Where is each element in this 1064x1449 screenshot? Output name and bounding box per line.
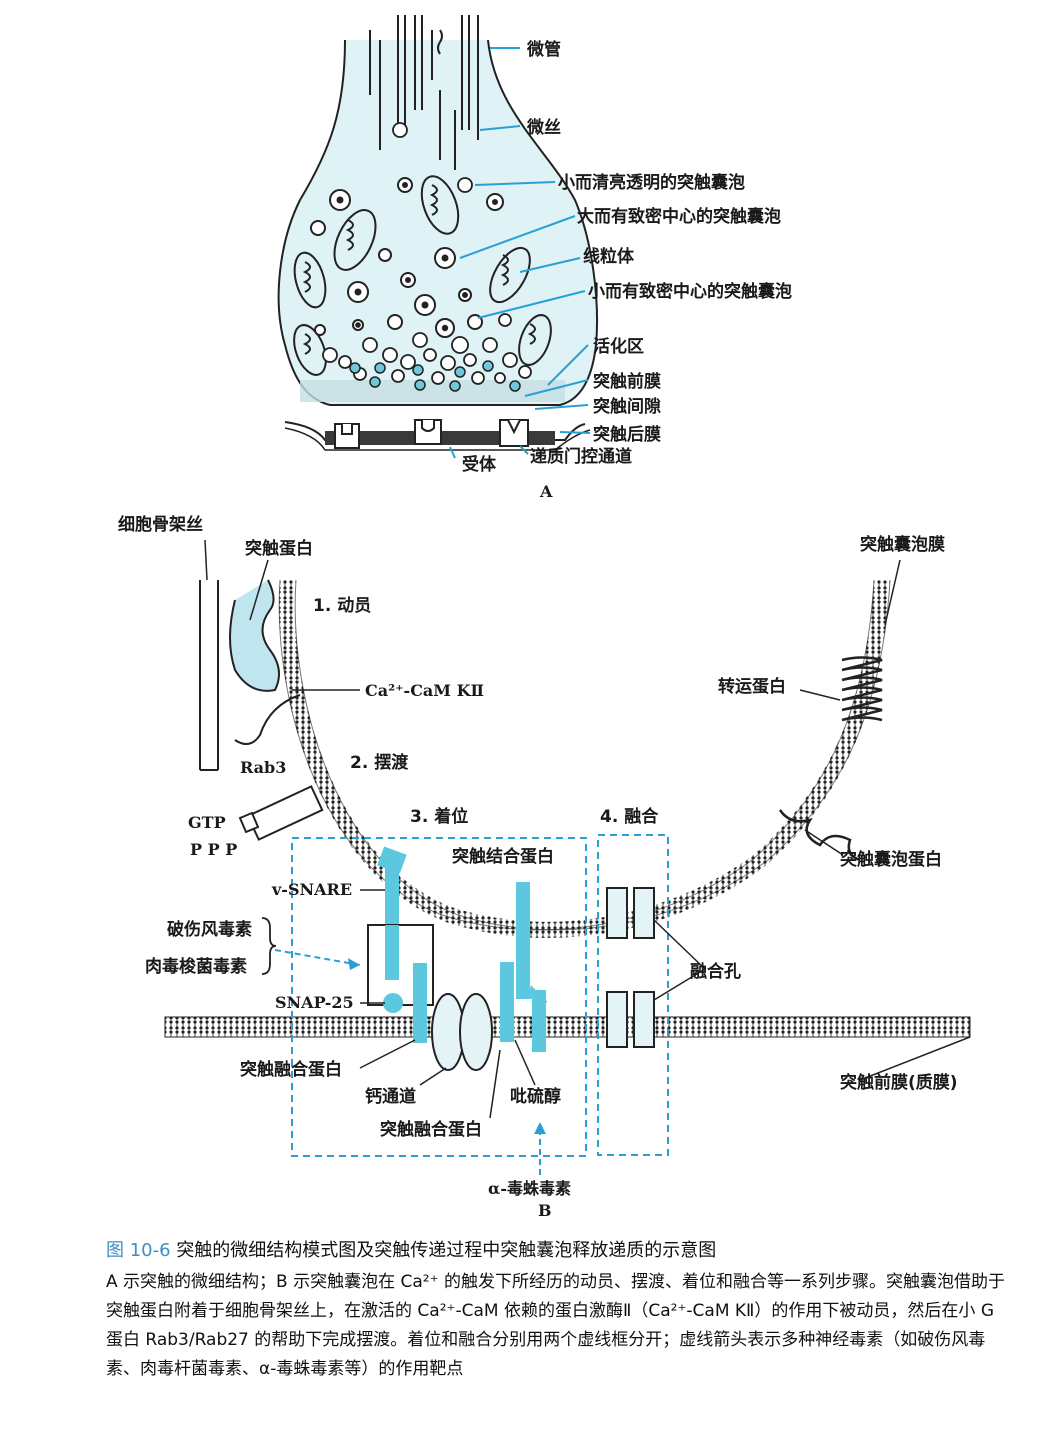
label-fusion-pore: 融合孔 [690, 961, 741, 982]
label-postsynaptic-membrane: 突触后膜 [593, 424, 661, 445]
rab3 [238, 785, 324, 841]
label-synaptotagmin: 突触结合蛋白 [452, 846, 554, 867]
panel-a: 微管 微丝 小而清亮透明的突触囊泡 大而有致密中心的突触囊泡 线粒体 小而有致密… [277, 15, 792, 501]
label-step2: 2. 摆渡 [350, 752, 409, 773]
label-receptor: 受体 [462, 454, 497, 475]
cytoskeleton-filament [199, 580, 219, 771]
caption-body: A 示突触的微细结构；B 示突触囊泡在 Ca²⁺ 的触发下所经历的动员、摆渡、着… [106, 1272, 1005, 1379]
microtubules [369, 15, 479, 170]
label-camk: Ca²⁺-CaM KⅡ [365, 681, 484, 700]
panel-a-label: A [539, 482, 553, 501]
label-gtp: GTP [188, 813, 226, 832]
syntaxin [500, 962, 514, 1042]
synapsin [229, 579, 280, 692]
figure-title: 突触的微细结构模式图及突触传递过程中突触囊泡释放递质的示意图 [176, 1240, 717, 1261]
label-piperidine: 吡硫醇 [510, 1086, 561, 1107]
label-ppp: P P P [190, 840, 237, 859]
snap25-bead [383, 993, 403, 1013]
blue-vesicles [349, 360, 521, 392]
label-tetanus: 破伤风毒素 [167, 919, 252, 940]
calcium-channel [431, 993, 493, 1071]
label-small-clear-vesicle: 小而清亮透明的突触囊泡 [558, 172, 745, 193]
fusion-box [597, 834, 669, 1156]
label-small-dense-core-vesicle: 小而有致密中心的突触囊泡 [588, 281, 792, 302]
label-step4: 4. 融合 [600, 806, 659, 827]
label-calcium-channel: 钙通道 [365, 1086, 416, 1107]
label-cytoskeleton: 细胞骨架丝 [118, 514, 203, 535]
panel-a-leaders [449, 47, 591, 459]
synaptophysin-coils [778, 809, 861, 862]
mitochondria [293, 175, 552, 376]
label-microtubule: 微管 [526, 39, 561, 60]
toxin-arrows [274, 949, 541, 1175]
docking-box [291, 837, 587, 1157]
label-synaptophysin: 突触囊泡蛋白 [840, 849, 942, 870]
label-microfilament: 微丝 [526, 117, 561, 138]
label-step1: 1. 动员 [313, 596, 371, 616]
vesicle-membrane-arc [279, 579, 890, 938]
figure-caption: 图 10-6 突触的微细结构模式图及突触传递过程中突触囊泡释放递质的示意图 [106, 1236, 1006, 1262]
transporter-coils [841, 656, 883, 722]
plasma-membrane [164, 1016, 971, 1038]
synaptotagmin [516, 882, 530, 997]
toxin-brace [261, 917, 277, 975]
label-mitochondrion: 线粒体 [583, 246, 635, 267]
label-synapsin: 突触蛋白 [245, 538, 313, 559]
label-transporter: 转运蛋白 [718, 676, 786, 697]
label-alpha-toxin: α-毒蛛毒素 [488, 1179, 571, 1198]
label-active-zone: 活化区 [593, 336, 644, 357]
label-presynaptic-membrane: 突触前膜 [593, 371, 661, 392]
label-presyn-plasma: 突触前膜(质膜) [840, 1072, 958, 1093]
label-step3: 3. 着位 [410, 806, 468, 827]
dense-core-vesicles [310, 177, 504, 338]
panel-b-label: B [538, 1201, 552, 1220]
label-rab3: Rab3 [240, 758, 286, 777]
label-v-snare: v-SNARE [271, 880, 352, 899]
label-syntaxin-bottom: 突触融合蛋白 [380, 1119, 482, 1140]
figure-number: 图 10-6 [106, 1240, 171, 1261]
clear-vesicles [322, 122, 532, 385]
label-botulinum: 肉毒梭菌毒素 [145, 956, 247, 977]
label-syntaxin-left: 突触融合蛋白 [240, 1059, 342, 1080]
label-transmitter-gated-channel: 递质门控通道 [530, 446, 632, 467]
label-large-dense-core-vesicle: 大而有致密中心的突触囊泡 [577, 206, 781, 227]
active-zone-stipple [300, 380, 565, 402]
panel-b: 细胞骨架丝 突触蛋白 1. 动员 Ca²⁺-CaM KⅡ Rab3 2. 摆渡 … [118, 514, 971, 1220]
label-vesicle-membrane: 突触囊泡膜 [860, 534, 945, 555]
label-synaptic-cleft: 突触间隙 [593, 396, 661, 417]
label-snap25: SNAP-25 [275, 993, 354, 1012]
panel-b-leaders [204, 539, 971, 1119]
fusion-pores [606, 887, 655, 1048]
postsynaptic-membrane [284, 419, 591, 451]
